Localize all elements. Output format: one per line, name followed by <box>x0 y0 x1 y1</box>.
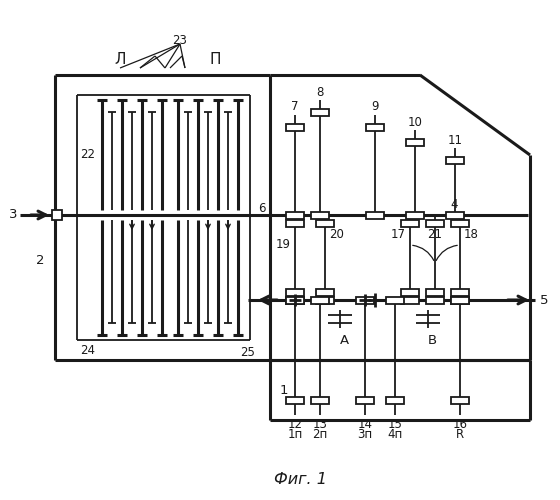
Bar <box>451 296 469 304</box>
Bar <box>311 212 329 218</box>
Text: 13: 13 <box>312 418 328 432</box>
Bar <box>356 396 374 404</box>
Text: 2п: 2п <box>312 428 328 442</box>
Text: Фиг. 1: Фиг. 1 <box>274 472 326 488</box>
Bar <box>426 220 444 226</box>
Text: R: R <box>456 428 464 442</box>
Text: 19: 19 <box>276 238 291 252</box>
Text: 18: 18 <box>464 228 479 241</box>
Bar <box>451 296 469 304</box>
Text: П: П <box>209 52 221 68</box>
Text: 23: 23 <box>172 34 188 46</box>
Text: Л: Л <box>114 52 126 68</box>
Text: 3: 3 <box>9 208 17 222</box>
Text: 3п: 3п <box>357 428 372 442</box>
Bar <box>311 296 329 304</box>
Text: 14: 14 <box>357 418 372 432</box>
Text: 6: 6 <box>258 202 265 214</box>
Text: B: B <box>427 334 437 346</box>
Text: 9: 9 <box>371 100 379 114</box>
Bar <box>316 296 334 304</box>
Bar <box>286 288 304 296</box>
Bar <box>316 220 334 226</box>
Bar <box>401 220 419 226</box>
Text: 16: 16 <box>452 418 468 432</box>
Bar <box>316 288 334 296</box>
Bar <box>446 212 464 218</box>
Text: 2: 2 <box>36 254 44 266</box>
Bar <box>286 396 304 404</box>
Text: 20: 20 <box>329 228 344 241</box>
Bar <box>366 124 384 130</box>
Text: 10: 10 <box>408 116 422 128</box>
Bar <box>451 220 469 226</box>
Bar <box>311 396 329 404</box>
Bar <box>286 220 304 226</box>
Text: 5: 5 <box>540 294 548 306</box>
Text: 11: 11 <box>447 134 463 146</box>
Bar <box>451 288 469 296</box>
Text: 1п: 1п <box>287 428 302 442</box>
Bar <box>356 296 374 304</box>
Bar <box>311 108 329 116</box>
Bar <box>406 138 424 145</box>
Text: 7: 7 <box>291 100 298 114</box>
Bar <box>386 396 404 404</box>
Bar <box>406 212 424 218</box>
Bar <box>286 296 304 304</box>
Bar <box>386 296 404 304</box>
Bar <box>286 296 304 304</box>
Bar <box>426 296 444 304</box>
Bar <box>401 288 419 296</box>
Text: 4п: 4п <box>388 428 403 442</box>
Text: 22: 22 <box>80 148 95 162</box>
Bar <box>426 288 444 296</box>
Text: 1: 1 <box>280 384 288 396</box>
Bar <box>401 296 419 304</box>
Bar <box>52 210 62 220</box>
Text: 12: 12 <box>287 418 302 432</box>
Text: 4: 4 <box>450 198 458 211</box>
Text: A: A <box>339 334 348 346</box>
Text: 21: 21 <box>427 228 442 241</box>
Text: 15: 15 <box>388 418 403 432</box>
Bar <box>286 212 304 218</box>
Text: 24: 24 <box>80 344 95 356</box>
Bar <box>366 212 384 218</box>
Text: 25: 25 <box>241 346 255 358</box>
Bar <box>446 156 464 164</box>
Bar <box>286 124 304 130</box>
Text: 17: 17 <box>391 228 406 241</box>
Bar <box>451 396 469 404</box>
Text: 8: 8 <box>316 86 324 98</box>
